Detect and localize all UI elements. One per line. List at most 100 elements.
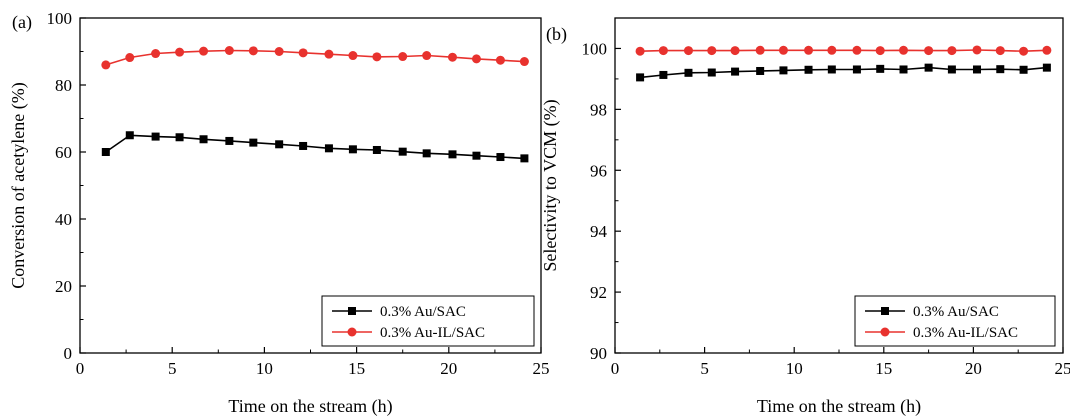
data-point <box>324 144 333 153</box>
x-tick-label: 25 <box>1055 359 1070 378</box>
data-point <box>496 153 505 162</box>
data-point <box>372 145 381 154</box>
y-tick-label: 60 <box>55 143 72 162</box>
legend-marker <box>348 307 356 315</box>
data-point <box>520 154 529 163</box>
data-point <box>635 46 645 56</box>
y-tick-label: 100 <box>47 9 73 28</box>
data-point <box>852 45 862 55</box>
y-tick-label: 90 <box>590 344 607 363</box>
y-tick-label: 96 <box>590 161 607 180</box>
x-tick-label: 20 <box>965 359 982 378</box>
data-point <box>972 65 981 74</box>
series-line <box>105 49 525 66</box>
data-point <box>972 45 982 55</box>
legend: 0.3% Au/SAC 0.3% Au-IL/SAC <box>854 295 1056 347</box>
data-point <box>755 45 765 55</box>
data-point <box>225 136 234 145</box>
data-point <box>175 47 185 57</box>
y-axis-title: Conversion of acetylene (%) <box>8 82 29 288</box>
data-point <box>298 48 308 58</box>
data-point <box>899 45 909 55</box>
x-tick-label: 5 <box>700 359 709 378</box>
data-point <box>804 65 813 74</box>
series-line <box>640 49 1047 53</box>
data-point <box>447 52 457 62</box>
data-point <box>472 151 481 160</box>
legend-box <box>854 295 1056 347</box>
y-axis-title: Selectivity to VCM (%) <box>540 99 561 271</box>
data-point <box>779 66 788 75</box>
y-tick-label: 98 <box>590 100 607 119</box>
data-point <box>519 57 529 67</box>
data-point <box>1019 65 1028 74</box>
data-point <box>684 68 693 77</box>
panel-label: (b) <box>546 24 567 45</box>
data-point <box>658 46 668 56</box>
x-axis-title: Time on the stream (h) <box>228 396 392 416</box>
y-tick-label: 80 <box>55 76 72 95</box>
legend-marker <box>347 327 357 337</box>
data-point <box>731 67 740 76</box>
data-point <box>224 45 234 55</box>
legend-box <box>321 295 535 347</box>
data-point <box>683 46 693 56</box>
data-point <box>1042 63 1051 72</box>
x-tick-label: 10 <box>786 359 803 378</box>
data-point <box>876 64 885 73</box>
data-point <box>348 145 357 154</box>
data-point <box>495 55 505 65</box>
legend-label: 0.3% Au-IL/SAC <box>380 325 485 341</box>
y-tick-label: 92 <box>590 283 607 302</box>
data-point <box>636 73 645 82</box>
data-point <box>398 147 407 156</box>
data-point <box>707 46 717 56</box>
data-point <box>924 63 933 72</box>
data-point <box>274 47 284 56</box>
data-point <box>448 150 457 159</box>
data-point <box>778 45 788 55</box>
legend-label: 0.3% Au/SAC <box>380 304 466 320</box>
x-tick-label: 0 <box>76 359 85 378</box>
data-point <box>707 68 716 77</box>
data-point <box>996 65 1005 74</box>
data-point <box>275 140 284 149</box>
x-axis-title: Time on the stream (h) <box>757 396 921 416</box>
data-point <box>248 46 258 56</box>
data-point <box>924 46 934 56</box>
x-tick-label: 0 <box>611 359 620 378</box>
data-point <box>398 52 408 62</box>
y-tick-label: 20 <box>55 277 72 296</box>
data-point <box>101 148 110 156</box>
data-point <box>125 53 135 63</box>
series-au-sac <box>101 131 529 163</box>
panel-label: (a) <box>12 12 32 33</box>
series-line <box>105 134 525 160</box>
data-point <box>348 51 358 61</box>
data-point <box>659 70 668 79</box>
data-point <box>899 65 908 74</box>
data-point <box>471 54 481 64</box>
y-tick-label: 0 <box>64 344 73 363</box>
data-point <box>947 65 956 74</box>
x-tick-label: 15 <box>875 359 892 378</box>
data-point <box>827 45 837 55</box>
data-point <box>249 138 258 147</box>
legend-label: 0.3% Au-IL/SAC <box>913 325 1018 341</box>
x-tick-label: 5 <box>168 359 177 378</box>
data-point <box>852 65 861 74</box>
series-line <box>640 66 1047 79</box>
data-point <box>101 60 111 70</box>
data-point <box>324 49 334 59</box>
data-point <box>125 131 134 140</box>
data-point <box>199 135 208 144</box>
series-au-il-sac <box>101 45 529 70</box>
x-tick-label: 15 <box>348 359 365 378</box>
legend-label: 0.3% Au/SAC <box>913 304 999 320</box>
panel-a: 0 5 10 15 20 25 0 20 40 60 80 100 Time on the stream… <box>8 9 550 416</box>
data-point <box>947 46 957 56</box>
data-point <box>299 141 308 150</box>
data-point <box>1019 46 1029 56</box>
panel-b: 0 5 10 15 20 25 90 92 94 96 98 100 Time on the strea… <box>540 17 1070 416</box>
